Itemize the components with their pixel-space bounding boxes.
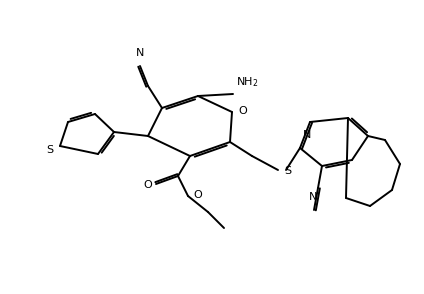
Text: O: O xyxy=(238,106,247,116)
Text: S: S xyxy=(284,166,291,176)
Text: O: O xyxy=(144,180,152,190)
Text: NH$_2$: NH$_2$ xyxy=(236,75,259,89)
Text: N: N xyxy=(303,130,311,140)
Text: N: N xyxy=(309,192,317,202)
Text: O: O xyxy=(193,190,202,200)
Text: S: S xyxy=(47,145,53,155)
Text: N: N xyxy=(136,48,144,58)
